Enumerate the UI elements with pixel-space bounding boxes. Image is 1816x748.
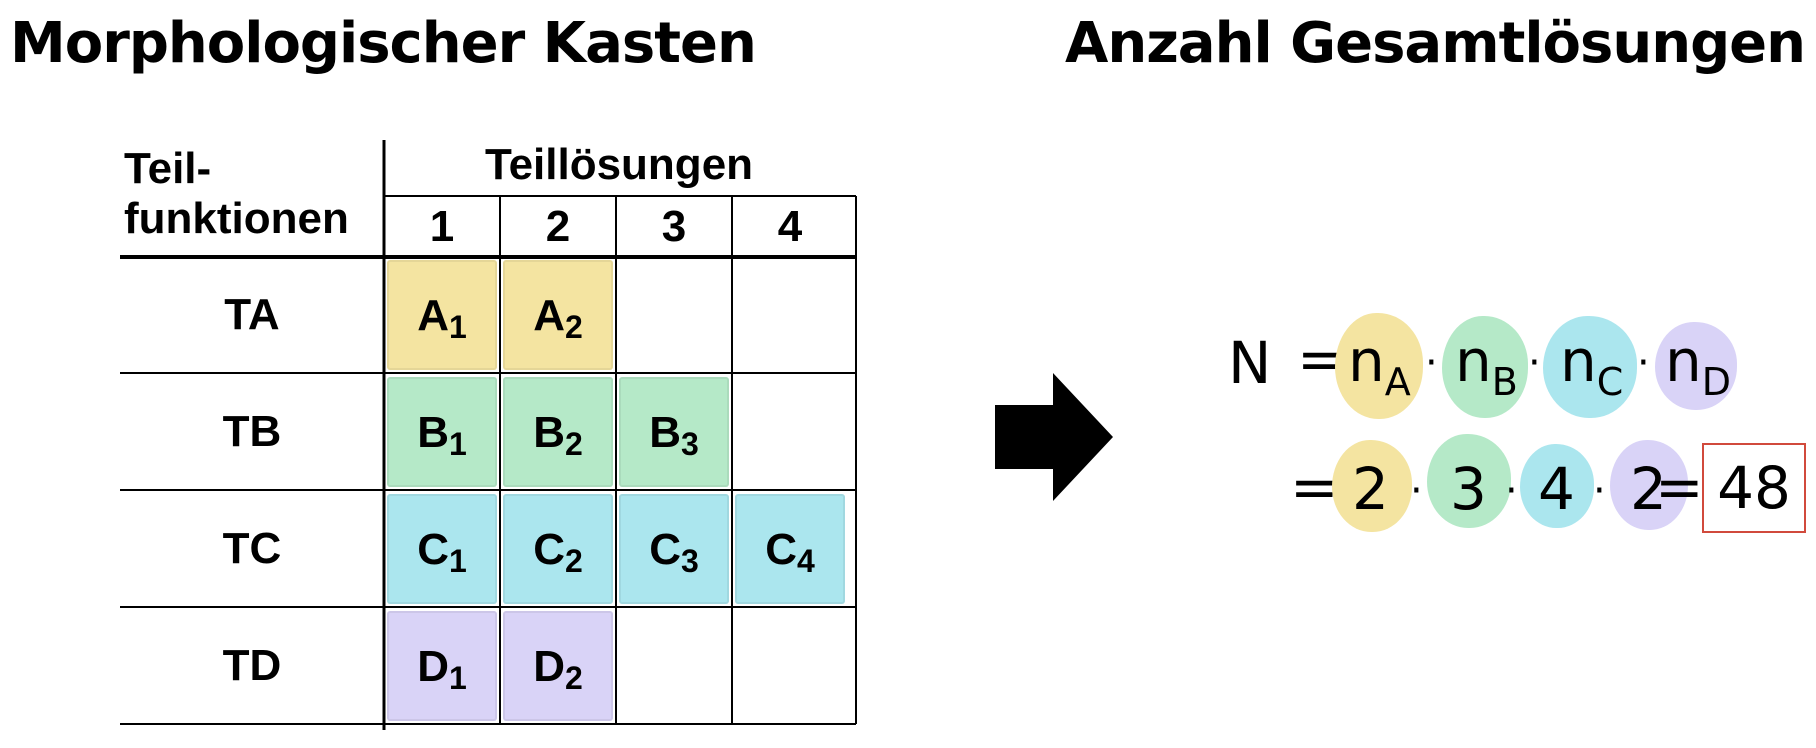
solution-cell-d2: D2 — [503, 611, 613, 721]
formula-lhs: N — [1228, 329, 1272, 397]
solution-cell-c2: C2 — [503, 494, 613, 604]
column-number-4: 4 — [777, 202, 803, 251]
solution-cell-a1: A1 — [387, 260, 497, 370]
multiply-dot-1: · — [1425, 340, 1438, 386]
value-b-blob — [1427, 434, 1511, 528]
value-d: 2 — [1630, 455, 1667, 523]
morphological-box-title: Morphologischer Kasten — [10, 11, 757, 76]
factor-a-blob — [1335, 313, 1423, 419]
value-b: 3 — [1450, 455, 1487, 523]
multiply-dot-4: · — [1410, 468, 1423, 514]
row-label-ta: TA — [224, 290, 280, 339]
multiply-dot-6: · — [1593, 468, 1606, 514]
table-grid-lines — [120, 140, 857, 730]
row-label-td: TD — [222, 641, 282, 690]
column-number-2: 2 — [545, 202, 571, 251]
multiply-dot-5: · — [1505, 468, 1518, 514]
factor-c-blob — [1543, 316, 1637, 418]
solution-cell-d1: D1 — [387, 611, 497, 721]
row-label-tb: TB — [222, 407, 282, 456]
factor-a-symbol: nA — [1348, 327, 1411, 404]
factor-b-blob — [1442, 316, 1528, 418]
right-arrow-icon — [995, 373, 1113, 501]
multiply-dot-3: · — [1637, 340, 1650, 386]
solution-cell-b3: B3 — [619, 377, 729, 487]
column-number-3: 3 — [661, 202, 687, 251]
value-a: 2 — [1352, 455, 1389, 523]
solution-cell-c4: C4 — [735, 494, 845, 604]
subfunctions-header-line1: Teil- — [124, 144, 212, 193]
formula-equals-2: = — [1290, 453, 1339, 521]
solution-cell-c3: C3 — [619, 494, 729, 604]
row-label-tc: TC — [222, 524, 282, 573]
multiply-dot-2: · — [1528, 340, 1541, 386]
total-solutions-title: Anzahl Gesamtlösungen — [1065, 11, 1806, 76]
factor-d-symbol: nD — [1665, 327, 1732, 404]
subfunctions-header-line2: funktionen — [124, 194, 349, 243]
value-d-blob — [1610, 440, 1688, 530]
column-number-1: 1 — [429, 202, 455, 251]
solution-cell-c1: C1 — [387, 494, 497, 604]
factor-d-blob — [1655, 322, 1737, 410]
subfunctions-header: Teil- funktionen — [124, 144, 349, 244]
partial-solutions-header: Teillösungen — [484, 140, 754, 189]
solution-cell-b1: B1 — [387, 377, 497, 487]
solution-cell-b2: B2 — [503, 377, 613, 487]
value-c-blob — [1520, 444, 1594, 528]
formula-equals-3: = — [1655, 453, 1704, 521]
result-box: 48 — [1702, 443, 1806, 533]
morphological-box-table: Teil- funktionen Teillösungen 1 2 3 4 TA… — [120, 140, 860, 740]
factor-b-symbol: nB — [1455, 327, 1518, 404]
value-a-blob — [1332, 440, 1412, 532]
solution-cell-a2: A2 — [503, 260, 613, 370]
factor-c-symbol: nC — [1560, 327, 1624, 404]
value-c: 4 — [1538, 455, 1575, 523]
